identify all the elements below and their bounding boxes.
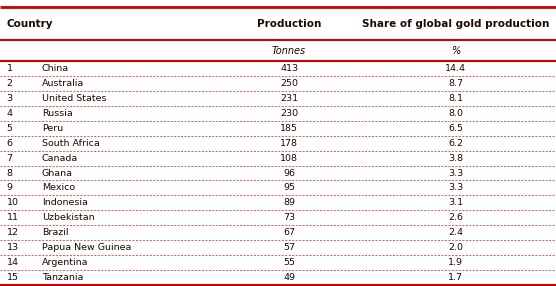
Text: 67: 67 — [283, 228, 295, 237]
Text: Papua New Guinea: Papua New Guinea — [42, 243, 131, 252]
Text: 1: 1 — [7, 64, 13, 74]
Text: 413: 413 — [280, 64, 298, 74]
Text: 14.4: 14.4 — [445, 64, 466, 74]
Text: 178: 178 — [280, 139, 298, 148]
Text: Canada: Canada — [42, 154, 78, 163]
Text: 9: 9 — [7, 183, 13, 192]
Text: 11: 11 — [7, 213, 19, 222]
Text: 13: 13 — [7, 243, 19, 252]
Text: 2: 2 — [7, 79, 13, 88]
Text: 3.1: 3.1 — [448, 198, 464, 207]
Text: 3.8: 3.8 — [448, 154, 464, 163]
Text: 5: 5 — [7, 124, 13, 133]
Text: 15: 15 — [7, 273, 19, 282]
Text: 7: 7 — [7, 154, 13, 163]
Text: 2.6: 2.6 — [449, 213, 463, 222]
Text: 96: 96 — [283, 168, 295, 178]
Text: Mexico: Mexico — [42, 183, 75, 192]
Text: 8: 8 — [7, 168, 13, 178]
Text: South Africa: South Africa — [42, 139, 100, 148]
Text: 108: 108 — [280, 154, 298, 163]
Text: Brazil: Brazil — [42, 228, 68, 237]
Text: Argentina: Argentina — [42, 258, 88, 267]
Text: 231: 231 — [280, 94, 298, 103]
Text: 8.1: 8.1 — [449, 94, 463, 103]
Text: 4: 4 — [7, 109, 13, 118]
Text: %: % — [451, 46, 460, 56]
Text: 230: 230 — [280, 109, 298, 118]
Text: United States: United States — [42, 94, 106, 103]
Text: 95: 95 — [283, 183, 295, 192]
Text: Australia: Australia — [42, 79, 84, 88]
Text: 89: 89 — [283, 198, 295, 207]
Text: 185: 185 — [280, 124, 298, 133]
Text: 10: 10 — [7, 198, 19, 207]
Text: 3: 3 — [7, 94, 13, 103]
Text: 8.7: 8.7 — [449, 79, 463, 88]
Text: 6: 6 — [7, 139, 13, 148]
Text: Peru: Peru — [42, 124, 63, 133]
Text: 6.2: 6.2 — [449, 139, 463, 148]
Text: 2.4: 2.4 — [449, 228, 463, 237]
Text: Tonnes: Tonnes — [272, 46, 306, 56]
Text: 12: 12 — [7, 228, 19, 237]
Text: Ghana: Ghana — [42, 168, 73, 178]
Text: Russia: Russia — [42, 109, 72, 118]
Text: 57: 57 — [283, 243, 295, 252]
Text: 2.0: 2.0 — [449, 243, 463, 252]
Text: Production: Production — [257, 19, 321, 29]
Text: Tanzania: Tanzania — [42, 273, 83, 282]
Text: 6.5: 6.5 — [449, 124, 463, 133]
Text: 14: 14 — [7, 258, 19, 267]
Text: 3.3: 3.3 — [448, 168, 464, 178]
Text: Country: Country — [7, 19, 53, 29]
Text: 3.3: 3.3 — [448, 183, 464, 192]
Text: 55: 55 — [283, 258, 295, 267]
Text: 250: 250 — [280, 79, 298, 88]
Text: 73: 73 — [283, 213, 295, 222]
Text: China: China — [42, 64, 69, 74]
Text: Indonesia: Indonesia — [42, 198, 88, 207]
Text: 1.7: 1.7 — [449, 273, 463, 282]
Text: Uzbekistan: Uzbekistan — [42, 213, 95, 222]
Text: 49: 49 — [283, 273, 295, 282]
Text: Share of global gold production: Share of global gold production — [362, 19, 550, 29]
Text: 1.9: 1.9 — [449, 258, 463, 267]
Text: 8.0: 8.0 — [449, 109, 463, 118]
